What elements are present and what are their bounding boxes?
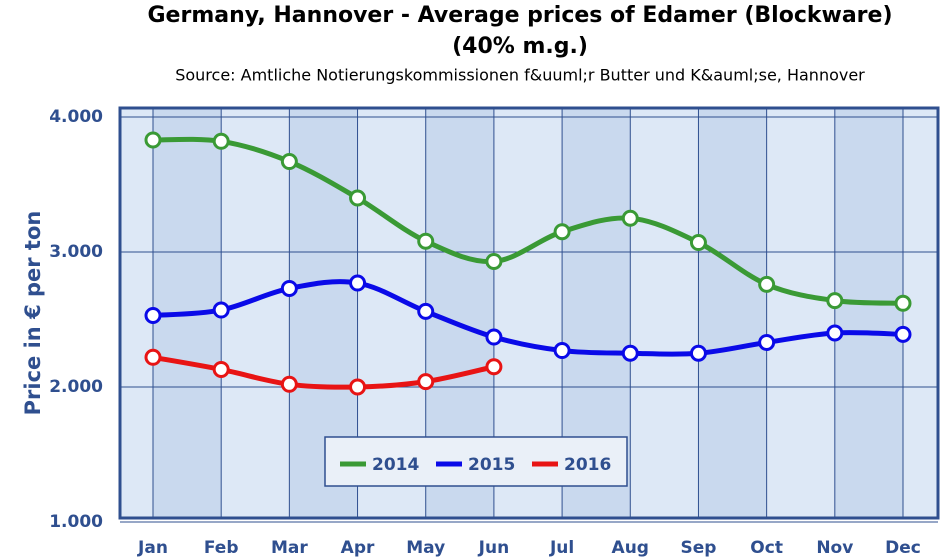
point (144, 306, 162, 324)
point (553, 223, 571, 241)
point (621, 209, 639, 227)
x-tick-label: Apr (341, 538, 375, 558)
point (144, 348, 162, 366)
point (349, 274, 367, 292)
x-tick-label: Nov (816, 538, 853, 558)
plot-frame (118, 106, 940, 520)
point (349, 189, 367, 207)
x-tick-label: Feb (204, 538, 239, 558)
point (280, 279, 298, 297)
point (417, 373, 435, 391)
legend-label: 2014 (372, 455, 419, 475)
x-tick-label: Mar (271, 538, 308, 558)
x-tick-label: May (406, 538, 445, 558)
point (212, 360, 230, 378)
y-axis-label: Price in € per ton (21, 211, 45, 416)
point (485, 252, 503, 270)
point (621, 344, 639, 362)
legend-label: 2016 (564, 455, 611, 475)
point (280, 153, 298, 171)
chart-title: (40% m.g.) (452, 34, 588, 59)
point (894, 294, 912, 312)
point (417, 302, 435, 320)
x-tick-label: Dec (885, 538, 921, 558)
chart-title: Germany, Hannover - Average prices of Ed… (147, 3, 892, 28)
x-tick-label: Sep (680, 538, 716, 558)
x-tick-label: Jul (549, 538, 574, 558)
legend (324, 436, 628, 487)
column-band (698, 108, 767, 518)
point (212, 132, 230, 150)
x-tick-label: Oct (750, 538, 783, 558)
point (485, 358, 503, 376)
point (553, 342, 571, 360)
y-tick-label: 1.000 (49, 512, 103, 532)
point (689, 234, 707, 252)
point (689, 344, 707, 362)
point (280, 375, 298, 393)
point (212, 301, 230, 319)
point (144, 131, 162, 149)
chart-subtitle: Source: Amtliche Notierungskommissionen … (175, 66, 865, 85)
x-tick-label: Jun (478, 538, 510, 558)
point (826, 292, 844, 310)
point (417, 232, 435, 250)
point (758, 275, 776, 293)
point (758, 333, 776, 351)
point (349, 378, 367, 396)
y-tick-label: 3.000 (49, 242, 103, 262)
point (894, 325, 912, 343)
point (485, 328, 503, 346)
y-tick-label: 2.000 (49, 377, 103, 397)
x-tick-label: Jan (137, 538, 168, 558)
point (826, 324, 844, 342)
column-band (834, 108, 903, 518)
legend-label: 2015 (468, 455, 515, 475)
y-tick-label: 4.000 (49, 107, 103, 127)
x-tick-label: Aug (612, 538, 649, 558)
